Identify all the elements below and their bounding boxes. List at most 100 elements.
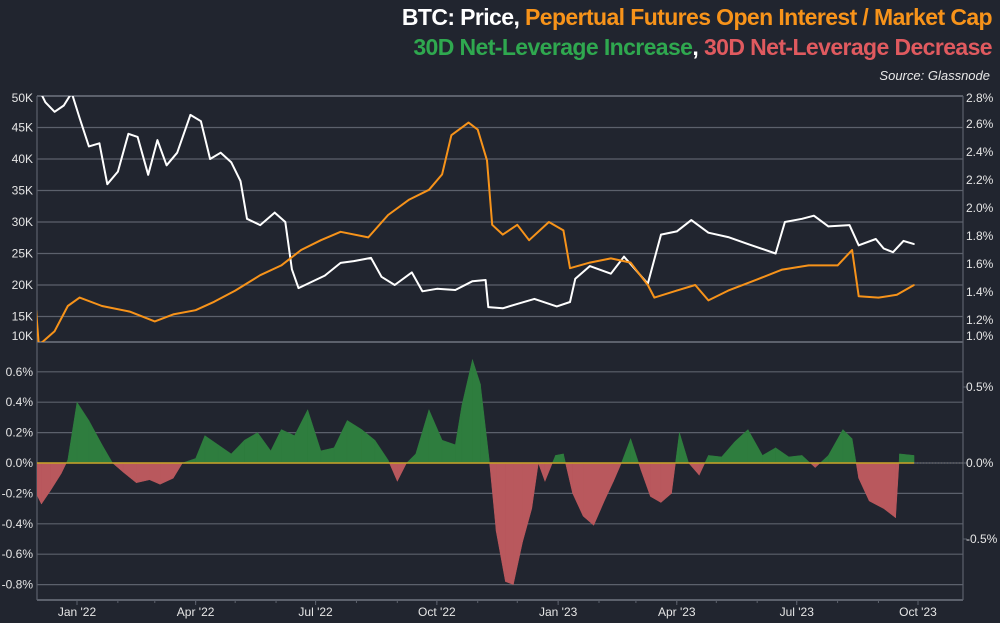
data-point	[902, 240, 905, 242]
data-point	[528, 239, 530, 241]
net-leverage-increase-area	[675, 432, 680, 464]
data-point	[694, 284, 697, 286]
net-leverage-decrease-area	[136, 462, 150, 484]
net-leverage-decrease-area	[640, 462, 651, 497]
net-leverage-decrease-area	[505, 462, 514, 585]
data-point	[156, 139, 159, 141]
left-axis-tick-label: -0.6%	[2, 547, 34, 561]
data-point	[300, 249, 302, 251]
data-point	[675, 230, 678, 233]
data-point	[370, 257, 372, 259]
net-leverage-increase-area	[621, 438, 631, 464]
net-leverage-increase-area	[461, 359, 473, 464]
right-axis-tick-label: 1.0%	[966, 329, 994, 343]
net-leverage-decrease-area	[582, 462, 594, 526]
data-point	[533, 298, 536, 300]
data-point	[629, 261, 632, 264]
data-point	[756, 278, 758, 281]
data-point	[239, 180, 242, 182]
data-point	[548, 221, 550, 223]
x-axis-tick-label: Jul '22	[298, 605, 333, 619]
data-point	[857, 244, 860, 247]
data-point	[574, 277, 577, 280]
net-leverage-decrease-area	[122, 462, 137, 484]
net-leverage-increase-area	[333, 420, 348, 464]
right-axis-tick-label: 0.0%	[966, 456, 994, 470]
net-leverage-decrease-area	[638, 462, 642, 471]
net-leverage-decrease-area	[172, 462, 183, 480]
data-point	[297, 287, 300, 289]
net-leverage-increase-area	[721, 441, 736, 464]
data-point	[653, 296, 656, 299]
net-leverage-increase-area	[801, 454, 811, 464]
data-point	[781, 268, 784, 271]
data-point	[588, 261, 591, 264]
net-leverage-increase-area	[899, 453, 915, 464]
data-point	[646, 284, 649, 286]
data-point	[310, 281, 313, 283]
data-point	[165, 164, 168, 167]
net-leverage-increase-area	[428, 409, 443, 464]
data-point	[588, 265, 591, 267]
data-point	[450, 134, 453, 136]
net-leverage-increase-area	[374, 439, 389, 464]
net-leverage-increase-area	[441, 439, 456, 464]
data-point	[63, 104, 65, 107]
left-axis-tick-label: -0.2%	[2, 486, 34, 500]
net-leverage-increase-area	[851, 438, 857, 464]
left-axis-tick-label: 15K	[12, 310, 33, 324]
title-segment: 30D Net-Leverage Decrease	[703, 34, 993, 60]
data-point	[848, 224, 851, 226]
data-point	[136, 136, 139, 138]
net-leverage-decrease-area	[41, 462, 51, 505]
data-point	[484, 279, 487, 281]
data-point	[219, 151, 222, 154]
data-point	[801, 218, 803, 220]
net-leverage-increase-area	[217, 444, 232, 464]
left-axis-tick-label: 0.6%	[6, 365, 34, 379]
net-leverage-increase-area	[415, 409, 430, 464]
data-point	[106, 183, 109, 185]
data-point	[836, 264, 839, 267]
net-leverage-decrease-area	[544, 462, 553, 482]
left-axis-tick-label: 0.4%	[6, 395, 34, 409]
data-point	[913, 243, 915, 245]
net-leverage-increase-area	[307, 409, 322, 464]
data-point	[892, 251, 894, 254]
data-point	[774, 252, 777, 255]
data-point	[127, 133, 130, 135]
net-leverage-increase-area	[281, 429, 295, 464]
right-axis-tick-label: 1.6%	[966, 257, 994, 271]
data-point	[441, 173, 443, 176]
net-leverage-decrease-area	[895, 462, 900, 518]
data-point	[454, 289, 457, 291]
right-axis-tick-label: 1.4%	[966, 285, 994, 299]
data-point	[284, 221, 287, 223]
net-leverage-decrease-area	[883, 462, 896, 519]
data-point	[98, 142, 101, 145]
net-leverage-increase-area	[842, 428, 853, 464]
data-point	[486, 159, 488, 162]
net-leverage-increase-area	[679, 432, 689, 464]
data-point	[467, 121, 470, 124]
title-segment: Pepertual Futures Open Interest / Market…	[525, 4, 993, 30]
data-point	[610, 272, 612, 275]
data-point	[387, 214, 389, 216]
net-leverage-decrease-area	[671, 462, 676, 494]
data-point	[44, 101, 47, 104]
data-point	[35, 83, 37, 85]
data-point	[172, 313, 175, 316]
net-leverage-increase-area	[101, 443, 114, 464]
data-point	[213, 301, 215, 303]
net-leverage-increase-area	[244, 432, 258, 464]
net-leverage-increase-area	[563, 453, 566, 464]
x-axis-tick-label: Oct '23	[899, 605, 937, 619]
net-leverage-increase-area	[230, 439, 245, 464]
data-point	[230, 161, 233, 163]
data-point	[569, 267, 571, 270]
right-axis-tick-label: 2.2%	[966, 173, 994, 187]
title-segment: BTC: Price	[401, 4, 514, 30]
net-leverage-increase-area	[828, 428, 844, 464]
data-point	[380, 276, 383, 278]
